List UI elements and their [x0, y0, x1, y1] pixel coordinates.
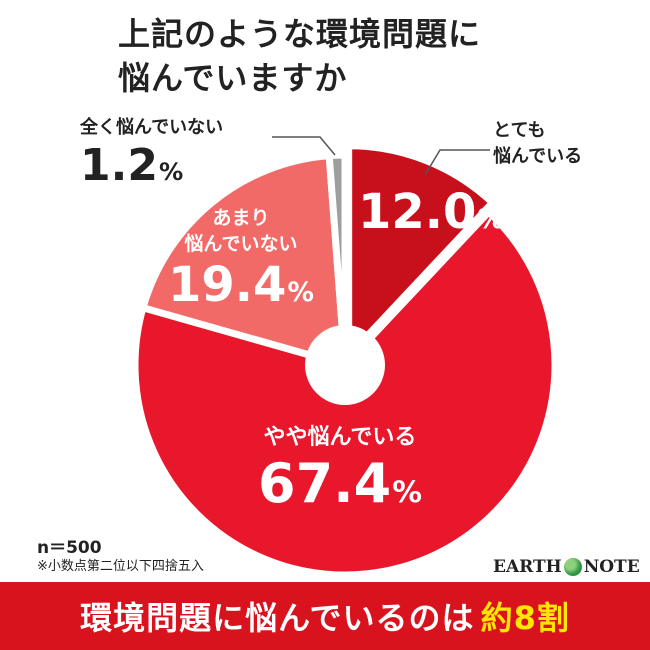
value-somewhat-worried-number: 67.4: [258, 452, 392, 515]
logo-text-left: EARTH: [493, 557, 562, 577]
leader-line-very-worried: [424, 149, 490, 176]
label-not-at-all: 全く悩んでいない 1.2%: [80, 116, 223, 198]
value-not-much-unit: %: [287, 277, 314, 308]
globe-icon: [563, 558, 582, 576]
pie-center-hole: [305, 325, 385, 405]
pie-slice-3: [325, 151, 349, 366]
pie-slice-2: [138, 151, 349, 370]
value-not-much: 19.4%: [168, 257, 314, 321]
label-not-at-all-name: 全く悩んでいない: [80, 117, 224, 138]
value-somewhat-worried-unit: %: [392, 475, 422, 510]
value-very-worried: 12.0%: [358, 184, 504, 248]
title-line-2: 悩んでいますか: [118, 59, 348, 97]
value-very-worried-number: 12.0: [358, 184, 477, 240]
label-not-much-name: あまり 悩んでいない: [184, 207, 298, 255]
rounding-note: ※小数点第二位以下四捨五入: [37, 559, 204, 574]
label-somewhat-worried-name: やや悩んでいる: [263, 425, 417, 450]
label-somewhat-worried: やや悩んでいる 67.4%: [258, 423, 422, 524]
label-very-worried: とても 悩んでいる: [493, 118, 582, 170]
banner-text: 環境問題に悩んでいるのは: [80, 599, 475, 637]
logo-text-right: NOTE: [583, 557, 640, 577]
title-line-1: 上記のような環境問題に: [118, 15, 482, 53]
value-somewhat-worried: 67.4%: [258, 453, 422, 524]
summary-banner: 環境問題に悩んでいるのは 約8割: [0, 582, 650, 650]
value-not-at-all-number: 1.2: [80, 140, 158, 191]
chart-title: 上記のような環境問題に 悩んでいますか: [118, 12, 598, 100]
value-not-at-all-unit: %: [158, 158, 184, 186]
value-very-worried-unit: %: [477, 204, 504, 235]
leader-line-not-at-all: [272, 136, 336, 156]
value-not-at-all: 1.2%: [80, 140, 223, 198]
label-not-much: あまり 悩んでいない 19.4%: [168, 205, 314, 321]
pie-slice-0: [345, 142, 498, 365]
sample-size: n＝500: [37, 538, 102, 558]
value-not-much-number: 19.4: [168, 257, 287, 313]
label-very-worried-name: とても 悩んでいる: [493, 120, 583, 167]
banner-highlight: 約8割: [480, 599, 570, 637]
earthnote-logo: EARTH NOTE: [493, 557, 640, 577]
